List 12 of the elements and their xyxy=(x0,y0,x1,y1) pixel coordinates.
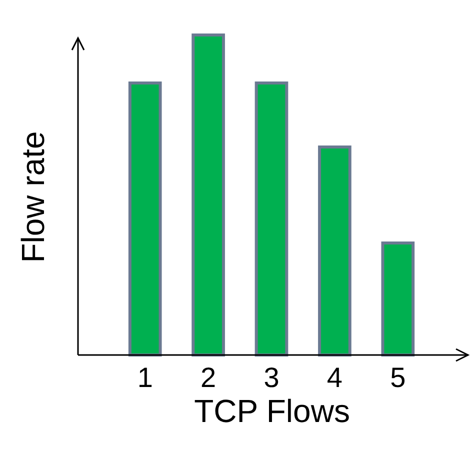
bar xyxy=(318,146,352,356)
bar xyxy=(192,34,225,356)
x-tick-label: 5 xyxy=(390,362,406,393)
bar xyxy=(254,82,288,356)
bar xyxy=(128,82,162,356)
x-tick-label: 4 xyxy=(326,362,342,393)
x-axis-title: TCP Flows xyxy=(194,393,350,429)
bar xyxy=(381,242,415,356)
x-tick-label: 3 xyxy=(264,362,280,393)
x-tick-label: 1 xyxy=(137,362,153,393)
x-tick-label: 2 xyxy=(200,362,216,393)
y-axis-title: Flow rate xyxy=(15,131,51,263)
